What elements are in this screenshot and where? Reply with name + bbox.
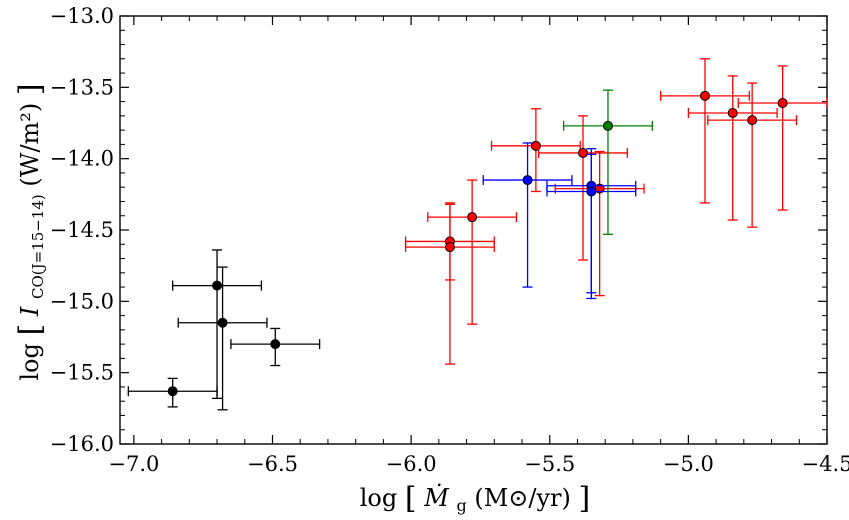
data-point xyxy=(270,339,281,350)
y-axis-label-subscript: CO(J=15−14) xyxy=(29,194,47,299)
x-axis-label: log [ Ṁ g (M⊙/yr) ] xyxy=(360,481,591,517)
y-axis-label-bracket-open: [ xyxy=(13,324,48,336)
series-blue xyxy=(482,142,637,300)
y-axis-label-main: log xyxy=(16,343,44,381)
data-point xyxy=(444,242,455,253)
error-bar xyxy=(562,89,653,235)
error-bar xyxy=(554,150,645,297)
error-bar xyxy=(538,115,629,261)
error-bar xyxy=(404,203,495,365)
x-tick-label: −7.0 xyxy=(108,452,159,476)
x-axis-label-mdot: Ṁ xyxy=(423,483,450,512)
error-bar xyxy=(482,142,573,288)
x-axis-label-bracket-open: [ xyxy=(405,481,417,516)
plot-frame xyxy=(119,15,828,445)
x-tick-label: −6.5 xyxy=(247,452,298,476)
x-tick-label: −6.0 xyxy=(386,452,437,476)
error-bar xyxy=(546,153,637,300)
error-bar xyxy=(427,179,518,325)
x-axis-label-main: log xyxy=(360,484,398,512)
error-bar xyxy=(659,58,751,204)
data-point xyxy=(777,98,788,109)
x-tick-label: −5.0 xyxy=(663,452,714,476)
data-point xyxy=(217,317,228,328)
y-axis-label: log [ I CO(J=15−14) (W/m²) ] xyxy=(13,83,49,380)
data-point xyxy=(586,186,597,197)
data-point xyxy=(700,90,711,101)
data-point xyxy=(578,147,589,158)
data-point xyxy=(602,120,613,131)
error-bar xyxy=(172,249,263,399)
y-tick-label: −13.0 xyxy=(50,4,114,28)
axis-ticks: −7.0 −6.5 −6.0 −5.5 −5.0 −4.5 −16.0 −15.5 −15.0 −… xyxy=(50,4,849,476)
x-axis-label-subscript: g xyxy=(456,496,466,515)
y-tick-label: −13.5 xyxy=(50,75,114,99)
x-axis-label-unit: (M⊙/yr) xyxy=(474,484,571,512)
y-axis-label-bracket-close: ] xyxy=(13,83,48,95)
series-green xyxy=(562,89,653,235)
data-point xyxy=(212,280,223,291)
error-bar xyxy=(177,266,268,411)
series-red xyxy=(404,58,828,365)
data-marks xyxy=(127,58,828,411)
x-tick-label: −4.5 xyxy=(802,452,849,476)
y-tick-label: −16.0 xyxy=(50,432,114,456)
y-axis-label-unit: (W/m²) xyxy=(16,103,44,187)
data-point xyxy=(522,175,533,186)
y-axis-label-i: I xyxy=(16,306,44,317)
y-tick-label: −14.0 xyxy=(50,147,114,171)
y-tick-label: −15.5 xyxy=(50,361,114,385)
y-tick-label: −15.0 xyxy=(50,289,114,313)
data-point xyxy=(167,386,178,397)
series-black xyxy=(127,249,321,411)
data-point xyxy=(747,115,758,126)
x-tick-label: −5.5 xyxy=(524,452,575,476)
data-point xyxy=(467,212,478,223)
y-tick-label: −14.5 xyxy=(50,218,114,242)
x-axis-label-bracket-close: ] xyxy=(579,481,591,516)
data-point xyxy=(727,108,738,119)
